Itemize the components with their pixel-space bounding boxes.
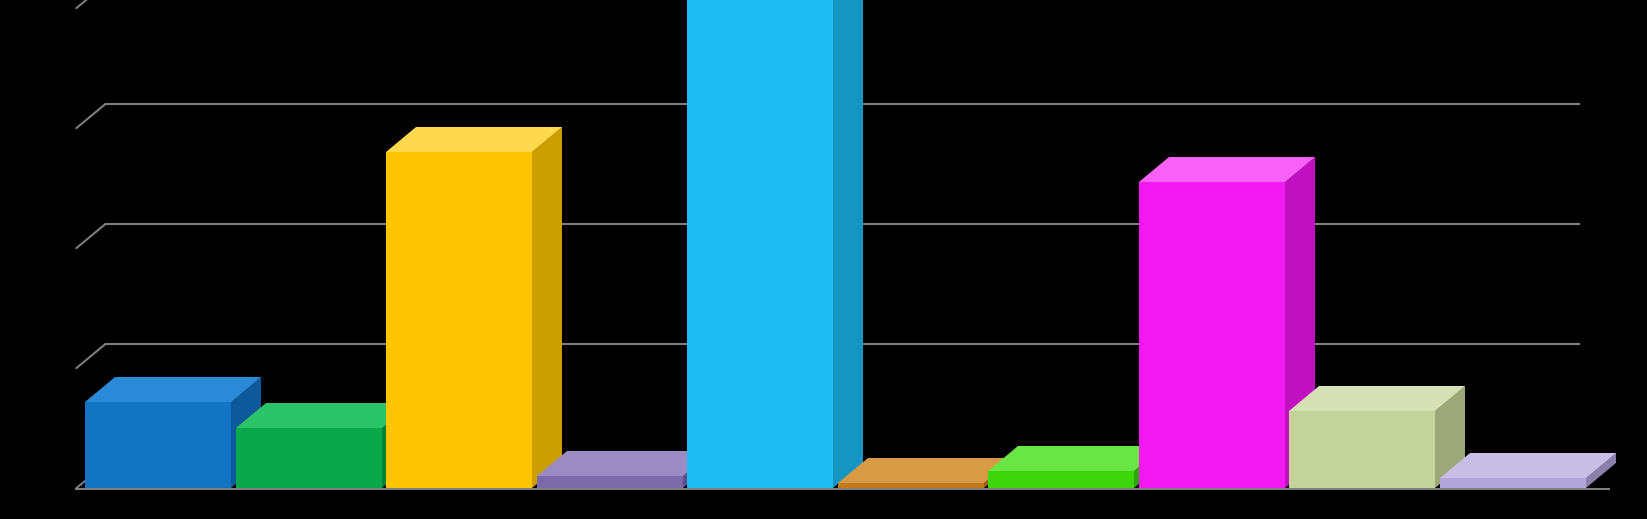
bar-top — [1289, 386, 1465, 411]
bar-front — [1139, 182, 1285, 488]
bar-front — [537, 476, 683, 488]
bar — [687, 0, 833, 488]
bar-top — [386, 127, 562, 152]
bar — [1139, 182, 1285, 488]
bar — [1289, 411, 1435, 488]
bar-front — [386, 152, 532, 488]
bar-front — [838, 483, 984, 488]
bar-front — [85, 402, 231, 488]
bar — [1440, 478, 1586, 488]
bar-top — [1440, 453, 1616, 478]
bar — [236, 428, 382, 488]
bar-front — [1440, 478, 1586, 488]
bar-chart-3d — [0, 0, 1647, 519]
bar-front — [1289, 411, 1435, 488]
bar-side — [833, 0, 863, 488]
bar-front — [687, 0, 833, 488]
bar — [85, 402, 231, 488]
bar — [537, 476, 683, 488]
bar — [838, 483, 984, 488]
bar — [988, 471, 1134, 488]
bar-front — [236, 428, 382, 488]
floor-front-edge — [75, 488, 1610, 490]
bar-top — [85, 377, 261, 402]
bar-front — [988, 471, 1134, 488]
bar-side — [532, 127, 562, 488]
bar — [386, 152, 532, 488]
bar-top — [1139, 157, 1315, 182]
